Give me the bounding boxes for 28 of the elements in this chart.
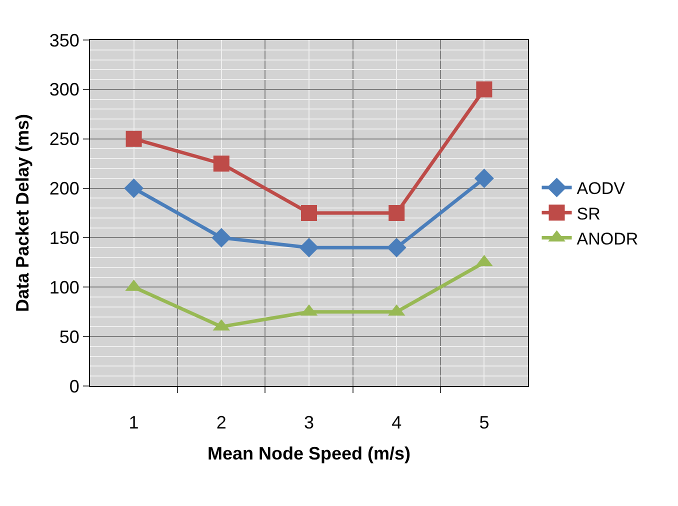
x-tick-label: 4	[392, 412, 402, 433]
legend-label: SR	[576, 204, 600, 224]
point	[388, 205, 405, 221]
y-tick-label: 200	[49, 178, 80, 199]
point	[474, 168, 494, 188]
x-tick-label: 3	[304, 412, 314, 433]
point	[299, 238, 319, 258]
point	[212, 228, 232, 248]
y-tick-label: 0	[69, 376, 80, 396]
x-tick-label: 1	[128, 412, 139, 433]
y-tick-label: 350	[49, 30, 80, 50]
point	[213, 156, 230, 172]
y-tick-label: 50	[59, 326, 80, 347]
point	[476, 81, 492, 98]
x-tick-label: 2	[216, 412, 226, 433]
y-tick-label: 250	[49, 129, 80, 150]
point	[386, 238, 406, 258]
legend-label: ANODR	[576, 229, 638, 248]
legend-label: AODV	[576, 179, 626, 198]
x-axis-title: Mean Node Speed (m/s)	[207, 444, 411, 464]
x-tick-label: 5	[479, 412, 490, 433]
y-axis-title: Data Packet Delay (ms)	[12, 114, 33, 312]
y-tick-label: 150	[49, 228, 80, 248]
point	[301, 205, 317, 221]
point	[124, 178, 144, 198]
y-tick-label: 100	[49, 277, 80, 298]
point	[126, 130, 142, 147]
y-tick-label: 300	[49, 80, 80, 100]
